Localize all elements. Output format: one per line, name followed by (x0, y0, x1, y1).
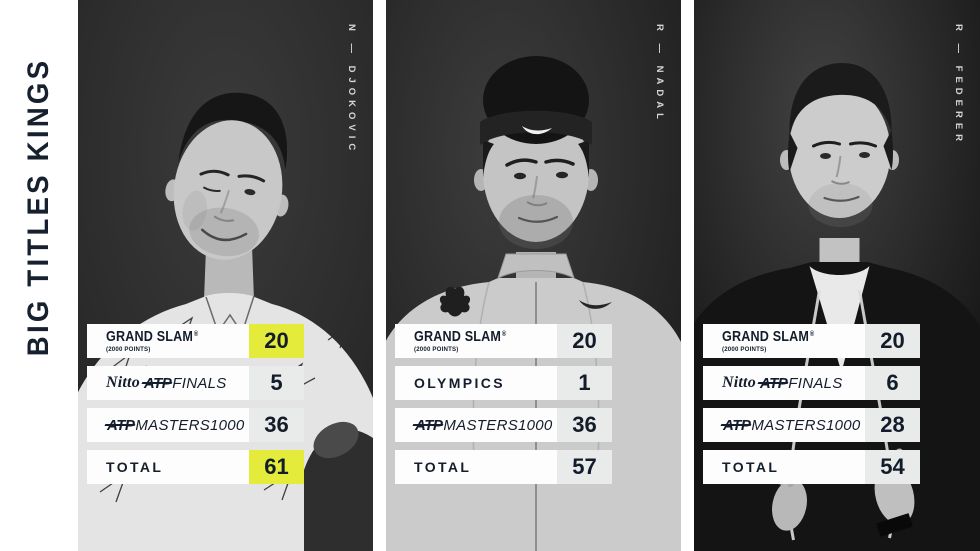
nike-swoosh-icon (522, 126, 552, 135)
masters-1000-value: 36 (249, 408, 304, 442)
panel-federer: R — FEDERER GRAND SLAM® (2000 POINTS) 20… (694, 0, 980, 551)
stat-row-masters-1000: ATP MASTERS1000 36 (395, 408, 612, 442)
watch (876, 513, 913, 537)
grand-slam-label: GRAND SLAM® (2000 POINTS) (703, 324, 865, 358)
headband (480, 110, 592, 145)
stat-row-masters-1000: ATP MASTERS1000 28 (703, 408, 920, 442)
masters-1000-text: MASTERS1000 (751, 416, 861, 434)
atp-logo: ATP (107, 416, 135, 434)
white-shirt (809, 266, 870, 372)
sidebar: BIG TITLES KINGS (0, 0, 78, 551)
grand-slam-label: GRAND SLAM® (2000 POINTS) (395, 324, 557, 358)
atp-masters-1000-logo: ATP MASTERS1000 (703, 408, 865, 442)
hand (313, 421, 359, 459)
masters-1000-value: 28 (865, 408, 920, 442)
panel-nadal: R — NADAL GRAND SLAM® (2000 POINTS) 20 O… (386, 0, 681, 551)
nitto-wordmark: Nitto (106, 374, 140, 391)
registered-mark: ® (193, 331, 199, 338)
grand-slam-value: 20 (249, 324, 304, 358)
grand-slam-text: GRAND SLAM (106, 328, 194, 345)
grand-slam-text: GRAND SLAM (414, 328, 502, 345)
player-name-nadal: R — NADAL (654, 24, 665, 124)
stat-row-total: TOTAL 57 (395, 450, 612, 484)
stats-table-nadal: GRAND SLAM® (2000 POINTS) 20 OLYMPICS 1 … (395, 324, 612, 492)
stat-row-olympics: OLYMPICS 1 (395, 366, 612, 400)
masters-1000-value: 36 (557, 408, 612, 442)
stat-row-nitto-finals: Nitto ATP FINALS 5 (87, 366, 304, 400)
total-value: 54 (865, 450, 920, 484)
nike-swoosh-icon (579, 300, 612, 309)
total-label: TOTAL (703, 450, 865, 484)
olympics-label: OLYMPICS (395, 366, 557, 400)
stat-row-grand-slam: GRAND SLAM® (2000 POINTS) 20 (395, 324, 612, 358)
nadal-face (474, 56, 598, 249)
atp-masters-1000-logo: ATP MASTERS1000 (395, 408, 557, 442)
rafa-bull-logo (439, 286, 471, 317)
page-title: BIG TITLES KINGS (22, 57, 56, 357)
total-label: TOTAL (87, 450, 249, 484)
stats-table-federer: GRAND SLAM® (2000 POINTS) 20 Nitto ATP FIN… (703, 324, 920, 492)
finals-text: FINALS (788, 374, 843, 392)
stat-row-grand-slam: GRAND SLAM® (2000 POINTS) 20 (87, 324, 304, 358)
grand-slam-text: GRAND SLAM (722, 328, 810, 345)
atp-logo: ATP (723, 416, 751, 434)
panel-djokovic: N — DJOKOVIC GRAND SLAM® (2000 POINTS) 2… (78, 0, 373, 551)
nitto-finals-value: 6 (865, 366, 920, 400)
stat-row-nitto-finals: Nitto ATP FINALS 6 (703, 366, 920, 400)
vertical-title-wrap: BIG TITLES KINGS (0, 2, 78, 412)
atp-masters-1000-logo: ATP MASTERS1000 (87, 408, 249, 442)
stat-row-total: TOTAL 54 (703, 450, 920, 484)
total-label: TOTAL (395, 450, 557, 484)
stat-row-total: TOTAL 61 (87, 450, 304, 484)
masters-1000-text: MASTERS1000 (135, 416, 245, 434)
player-name-federer: R — FEDERER (953, 24, 964, 147)
grand-slam-value: 20 (865, 324, 920, 358)
stat-row-masters-1000: ATP MASTERS1000 36 (87, 408, 304, 442)
atp-logo: ATP (759, 374, 788, 392)
total-value: 61 (249, 450, 304, 484)
nitto-finals-value: 5 (249, 366, 304, 400)
total-value: 57 (557, 450, 612, 484)
masters-1000-text: MASTERS1000 (443, 416, 553, 434)
grand-slam-value: 20 (557, 324, 612, 358)
grand-slam-label: GRAND SLAM® (2000 POINTS) (87, 324, 249, 358)
atp-logo: ATP (415, 416, 443, 434)
atp-logo: ATP (143, 374, 172, 392)
grand-slam-points-note: (2000 POINTS) (414, 346, 459, 353)
olympics-value: 1 (557, 366, 612, 400)
nitto-wordmark: Nitto (722, 374, 756, 391)
registered-mark: ® (809, 331, 815, 338)
nitto-atp-finals-logo: Nitto ATP FINALS (87, 366, 249, 400)
player-name-djokovic: N — DJOKOVIC (346, 24, 357, 156)
federer-face (780, 62, 899, 227)
grand-slam-points-note: (2000 POINTS) (106, 346, 151, 353)
grand-slam-points-note: (2000 POINTS) (722, 346, 767, 353)
stats-table-djokovic: GRAND SLAM® (2000 POINTS) 20 Nitto ATP FIN… (87, 324, 304, 492)
nitto-atp-finals-logo: Nitto ATP FINALS (703, 366, 865, 400)
finals-text: FINALS (172, 374, 227, 392)
stat-row-grand-slam: GRAND SLAM® (2000 POINTS) 20 (703, 324, 920, 358)
registered-mark: ® (501, 331, 507, 338)
djokovic-face (165, 92, 289, 260)
